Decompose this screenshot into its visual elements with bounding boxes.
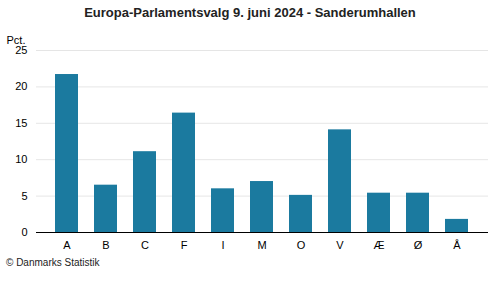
svg-text:O: O — [297, 239, 306, 251]
svg-text:5: 5 — [21, 190, 27, 202]
svg-text:A: A — [63, 239, 71, 251]
svg-text:0: 0 — [21, 226, 27, 238]
html-text:© Danmarks Statistik: © Danmarks Statistik — [6, 257, 100, 268]
svg-text:10: 10 — [15, 153, 27, 165]
svg-text:Ø: Ø — [414, 239, 423, 251]
svg-text:I: I — [221, 239, 224, 251]
svg-text:C: C — [141, 239, 149, 251]
svg-text:Å: Å — [453, 239, 461, 251]
svg-text:B: B — [102, 239, 109, 251]
svg-text:20: 20 — [15, 80, 27, 92]
svg-text:M: M — [257, 239, 266, 251]
svg-text:Æ: Æ — [374, 239, 385, 251]
svg-text:V: V — [336, 239, 344, 251]
svg-text:25: 25 — [15, 44, 28, 56]
svg-text:Pct.: Pct. — [7, 34, 26, 46]
svg-text:15: 15 — [15, 117, 27, 129]
svg-text:F: F — [181, 239, 188, 251]
html-text:Europa-Parlamentsvalg 9. juni: Europa-Parlamentsvalg 9. juni 2024 - San… — [84, 5, 416, 20]
